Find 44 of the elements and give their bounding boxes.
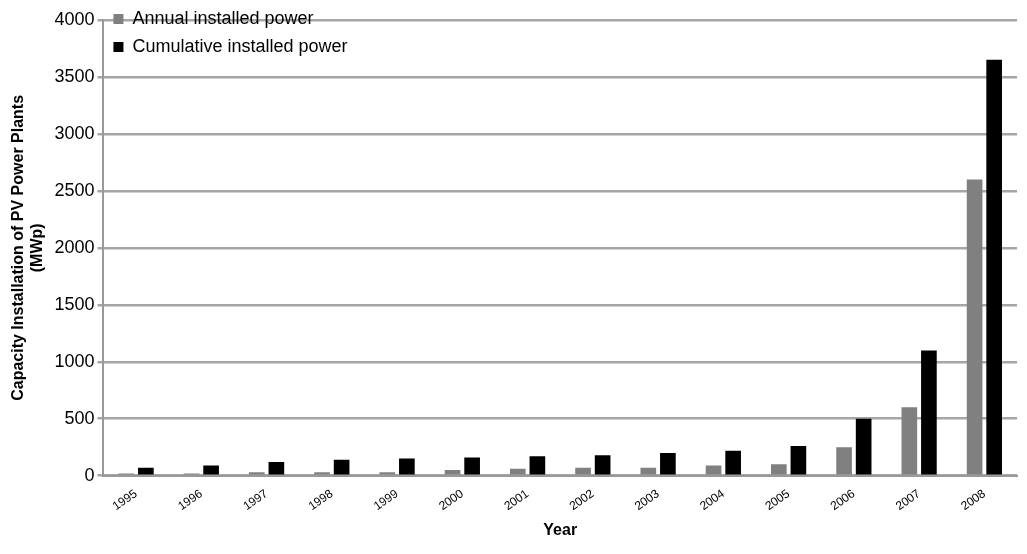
bar (509, 468, 526, 475)
bar (855, 418, 872, 475)
bar (399, 458, 415, 475)
x-tick-label: 2002 (566, 486, 597, 514)
y-tick-label: 1500 (54, 293, 95, 314)
bar (268, 462, 285, 475)
bar (770, 464, 787, 475)
y-tick-label: 2500 (54, 179, 95, 200)
bar (379, 472, 396, 475)
x-axis-title: Year (543, 520, 578, 538)
bar (705, 465, 722, 475)
bar (333, 459, 350, 475)
bar (660, 452, 676, 475)
bar (836, 447, 852, 475)
x-tick-label: 2006 (827, 486, 858, 514)
bar (725, 450, 741, 475)
bar (966, 179, 983, 475)
y-axis-title: Capacity Installation of PV Power Plants (MWp) (9, 94, 46, 401)
bar (640, 467, 657, 475)
y-tick-label: 3000 (54, 122, 95, 143)
y-tick-label: 1000 (54, 350, 95, 371)
y-tick-label: 500 (64, 407, 95, 428)
legend-label: Cumulative installed power (132, 35, 348, 56)
y-tick-label: 3500 (54, 65, 95, 86)
bar (138, 467, 154, 475)
x-tick-label: 2001 (501, 486, 532, 514)
bar (986, 59, 1002, 475)
x-tick-label: 2000 (436, 486, 467, 514)
bar (921, 350, 937, 475)
y-tick-label: 4000 (54, 8, 95, 29)
bar (790, 446, 807, 475)
bar (529, 456, 546, 475)
bar (901, 407, 918, 475)
bar (594, 455, 611, 475)
legend-label: Annual installed power (132, 7, 314, 28)
bar (203, 465, 219, 475)
bar (248, 472, 265, 475)
y-tick-label: 2000 (54, 236, 95, 257)
x-tick-label: 1998 (305, 486, 336, 514)
bar (464, 457, 480, 475)
y-tick-label: 0 (84, 464, 95, 485)
bar (314, 472, 330, 475)
bar (575, 467, 591, 475)
x-tick-label: 1999 (370, 486, 401, 514)
